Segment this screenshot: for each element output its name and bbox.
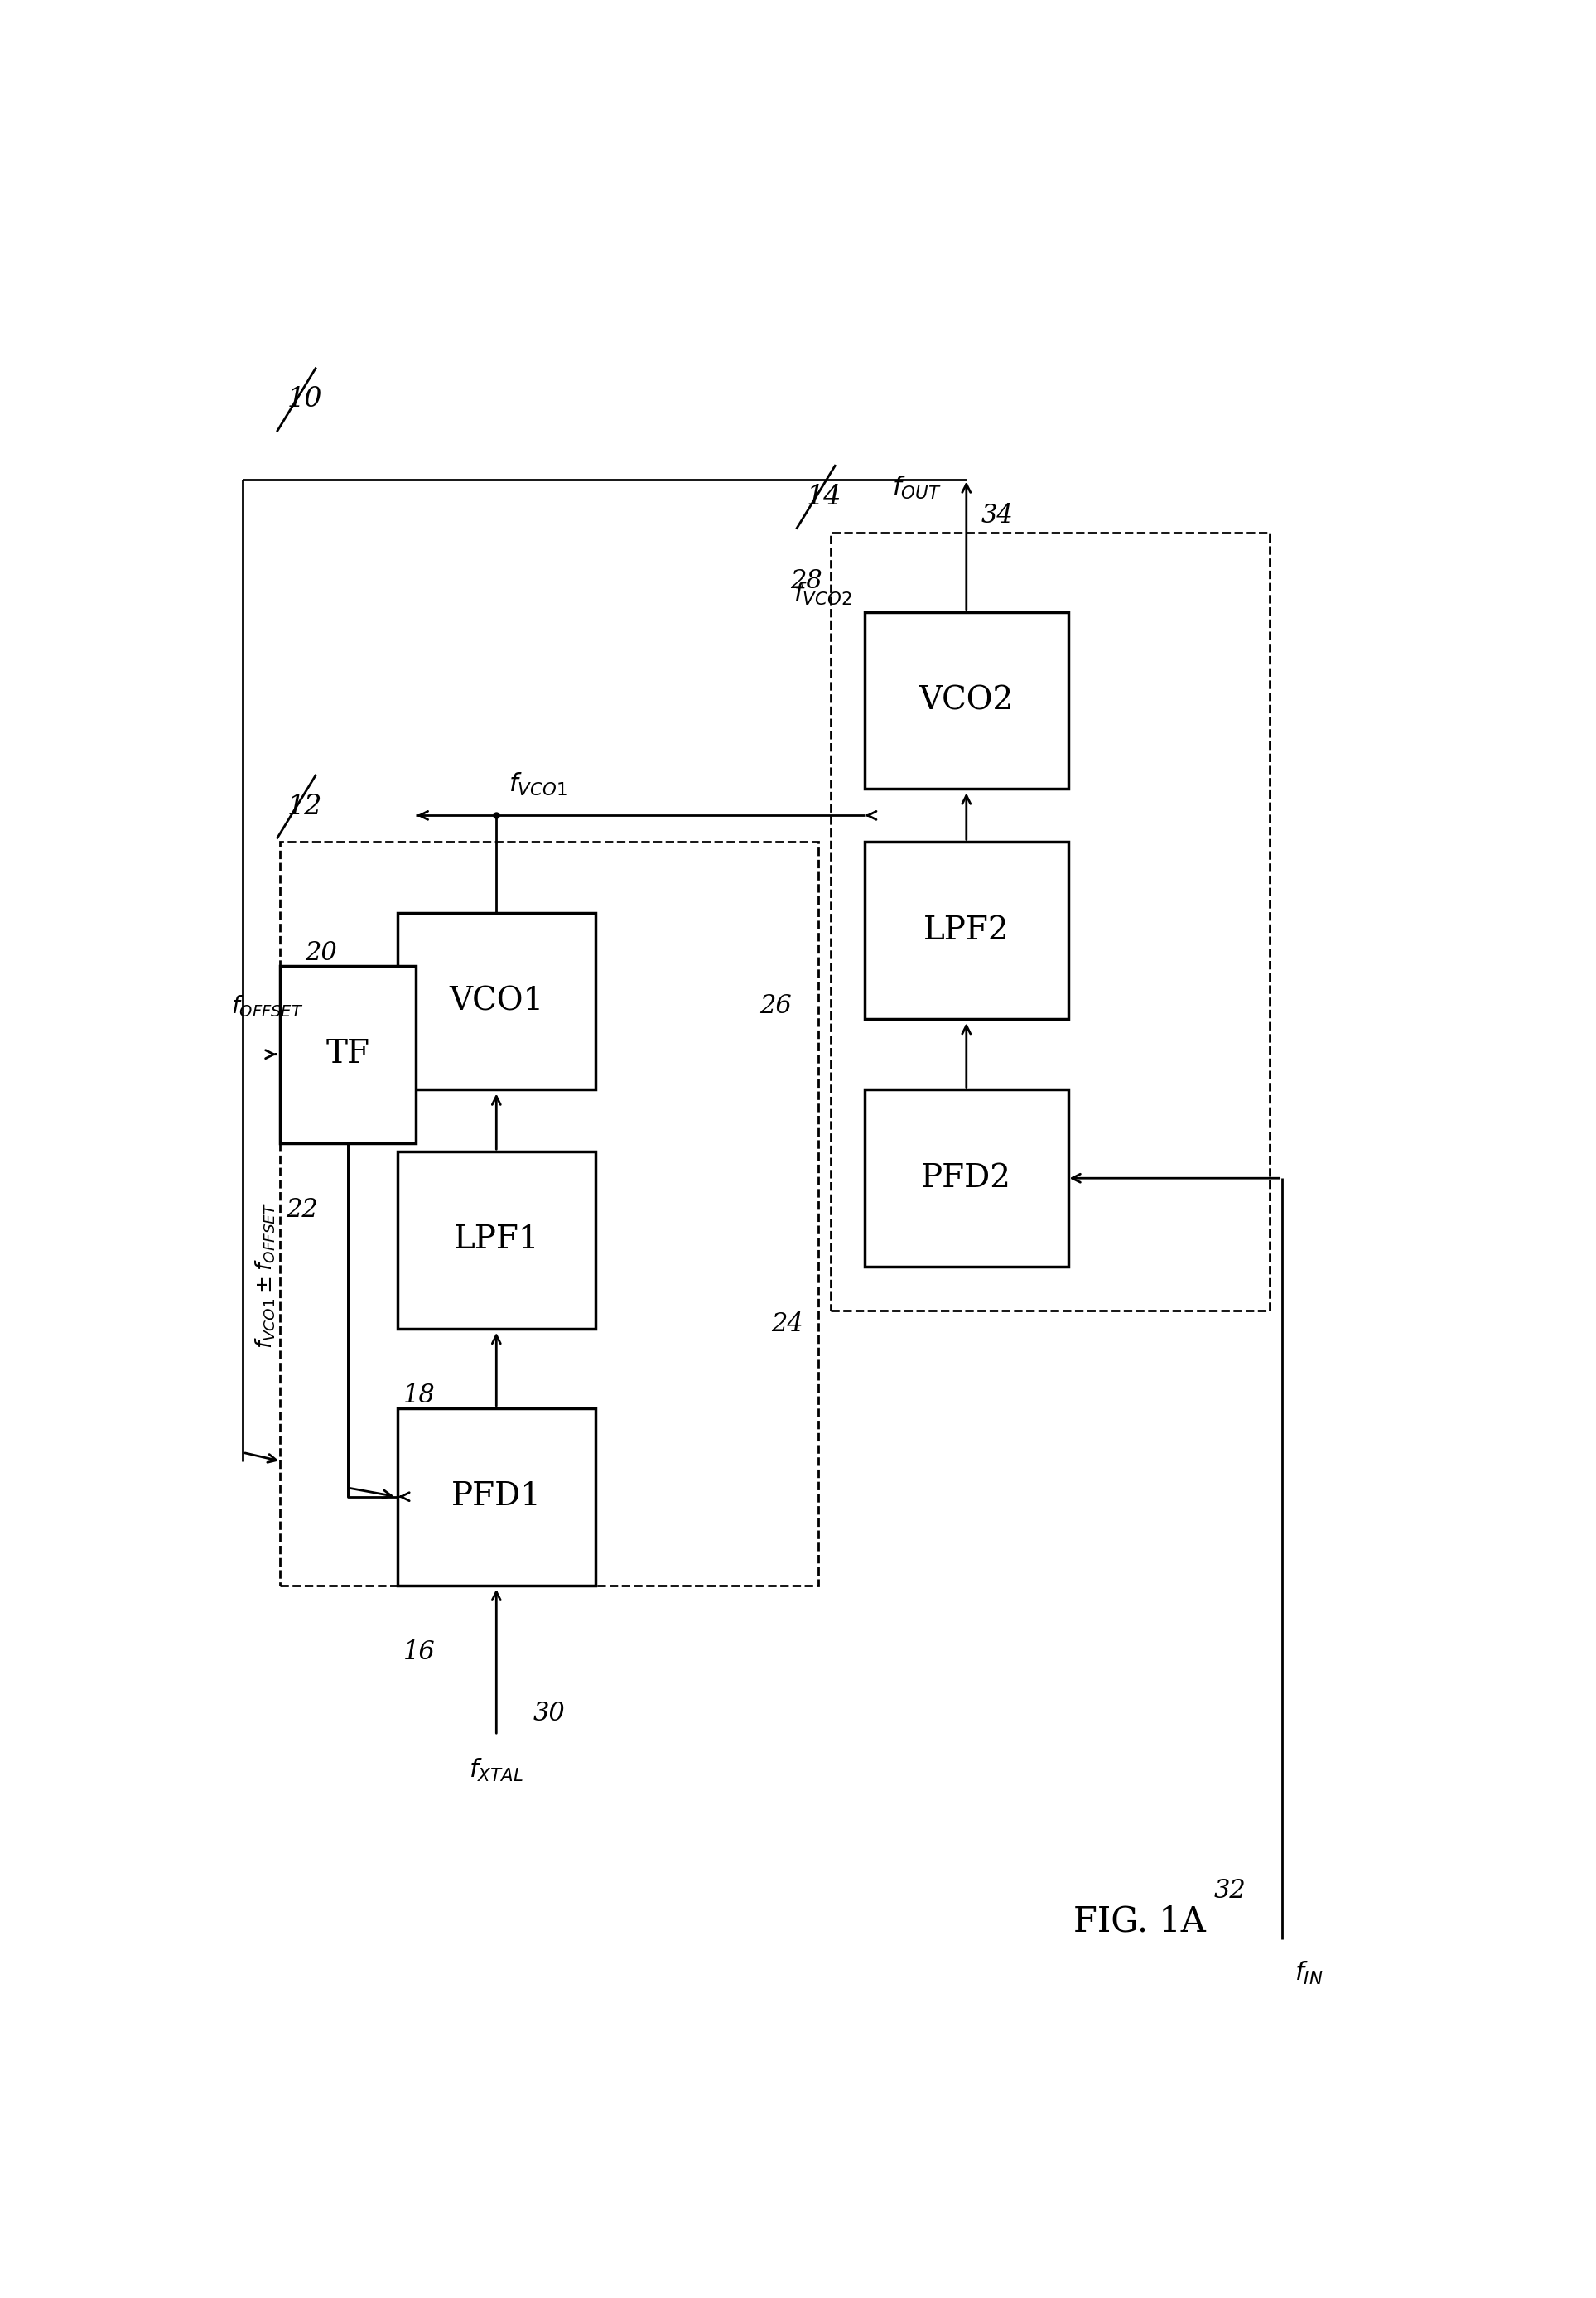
Text: 30: 30: [533, 1701, 565, 1726]
Text: FIG. 1A: FIG. 1A: [1074, 1905, 1205, 1940]
Text: $f_{OFFSET}$: $f_{OFFSET}$: [231, 993, 303, 1018]
Text: 32: 32: [1213, 1877, 1246, 1903]
Text: 24: 24: [771, 1312, 804, 1337]
Text: PFD2: PFD2: [921, 1163, 1012, 1193]
Bar: [397, 1409, 595, 1586]
Text: 22: 22: [286, 1197, 318, 1223]
Bar: [865, 1089, 1068, 1266]
Text: LPF2: LPF2: [924, 915, 1009, 947]
Text: $f_{OUT}$: $f_{OUT}$: [892, 476, 942, 501]
Text: 10: 10: [287, 386, 322, 414]
Text: $f_{VCO1}\pm f_{OFFSET}$: $f_{VCO1}\pm f_{OFFSET}$: [254, 1202, 278, 1349]
Text: 12: 12: [287, 793, 322, 820]
Text: $f_{VCO2}$: $f_{VCO2}$: [793, 581, 852, 607]
Text: 34: 34: [982, 503, 1013, 529]
Text: 16: 16: [404, 1638, 436, 1664]
Bar: [830, 533, 1269, 1310]
Bar: [865, 841, 1068, 1018]
Text: VCO2: VCO2: [919, 685, 1013, 715]
Bar: [397, 912, 595, 1089]
Text: 26: 26: [760, 993, 792, 1018]
Bar: [865, 611, 1068, 788]
Text: 28: 28: [790, 568, 822, 595]
Text: TF: TF: [326, 1039, 370, 1069]
Text: 20: 20: [305, 940, 337, 965]
Text: 18: 18: [404, 1383, 436, 1409]
Text: 14: 14: [806, 483, 841, 510]
Text: PFD1: PFD1: [452, 1482, 541, 1512]
Text: VCO1: VCO1: [448, 986, 544, 1016]
Bar: [279, 965, 417, 1142]
Text: $f_{VCO1}$: $f_{VCO1}$: [509, 772, 567, 797]
Bar: [279, 841, 817, 1586]
Bar: [397, 1151, 595, 1328]
Text: $f_{XTAL}$: $f_{XTAL}$: [469, 1756, 523, 1783]
Text: $f_{IN}$: $f_{IN}$: [1294, 1960, 1323, 1988]
Text: LPF1: LPF1: [453, 1225, 539, 1255]
